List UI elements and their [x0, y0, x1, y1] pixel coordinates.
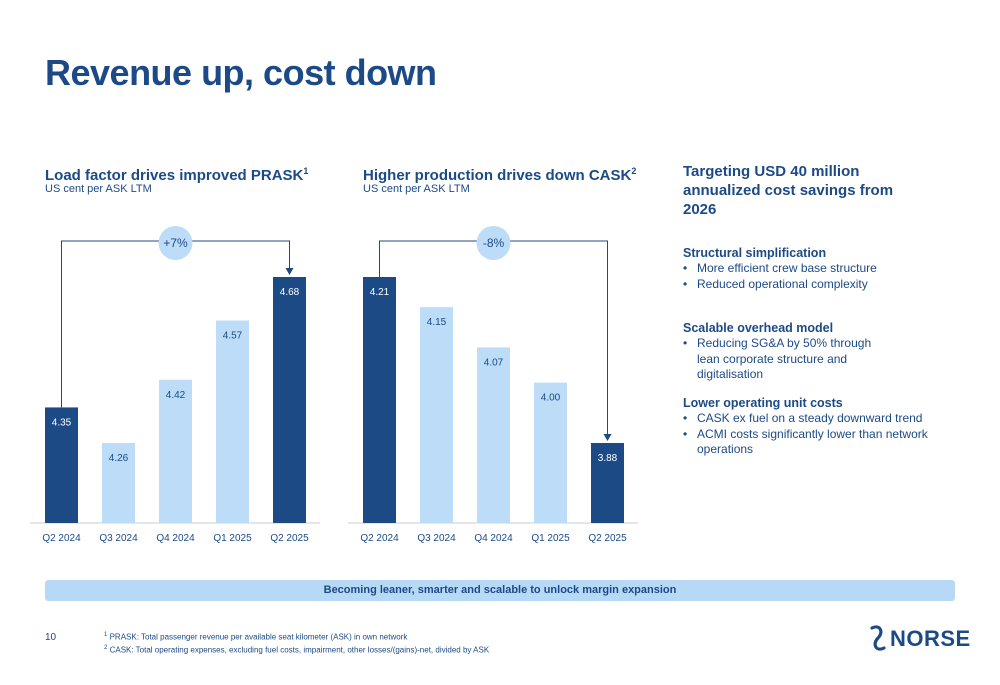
footnotes: 1 PRASK: Total passenger revenue per ava…	[104, 630, 489, 655]
bar	[477, 347, 510, 523]
cask-bar-chart: 4.21 Q2 2024 4.15 Q3 2024 4.07 Q4 2024 4.00 Q1 …	[348, 226, 638, 544]
logo-text: NORSE	[890, 626, 971, 651]
x-tick-label: Q4 2024	[474, 533, 513, 544]
x-tick-label: Q2 2025	[270, 533, 309, 544]
bar-value-label: 4.21	[370, 287, 390, 298]
bar-value-label: 4.00	[541, 393, 561, 404]
x-tick-label: Q4 2024	[156, 533, 195, 544]
bar	[534, 382, 567, 523]
bullet-item: Reduced operational complexity	[683, 277, 963, 293]
bar	[102, 443, 135, 523]
section-structural-simplification: Structural simplification More efficient…	[683, 245, 963, 292]
cask-chart-subtitle: US cent per ASK LTM	[363, 183, 470, 195]
bar-value-label: 4.15	[427, 317, 447, 328]
bullet-item: Reducing SG&A by 50% through lean corpor…	[683, 336, 897, 383]
x-tick-label: Q3 2024	[99, 533, 138, 544]
section-heading: Structural simplification	[683, 246, 827, 260]
bullet-item: More efficient crew base structure	[683, 261, 963, 277]
x-tick-label: Q2 2024	[360, 533, 399, 544]
page-number: 10	[45, 632, 57, 643]
bullet-item: CASK ex fuel on a steady downward trend	[683, 411, 963, 427]
norse-logo-icon	[870, 625, 886, 651]
bar	[216, 320, 249, 523]
section-scalable-overhead: Scalable overhead model Reducing SG&A by…	[683, 320, 963, 383]
footnote-2: 2 CASK: Total operating expenses, exclud…	[104, 644, 490, 655]
section-heading: Lower operating unit costs	[683, 396, 843, 410]
x-tick-label: Q1 2025	[531, 533, 570, 544]
cask-chart-title: Higher production drives down CASK2	[363, 166, 637, 184]
prask-chart-subtitle: US cent per ASK LTM	[45, 183, 152, 195]
page-title: Revenue up, cost down	[45, 52, 437, 93]
change-badge-label: -8%	[483, 236, 505, 250]
change-badge	[476, 226, 511, 260]
bullet-item: ACMI costs significantly lower than netw…	[683, 427, 932, 458]
change-badge	[158, 226, 193, 260]
bar-value-label: 4.57	[223, 330, 243, 341]
bar	[159, 379, 192, 523]
change-arrowhead	[285, 268, 294, 275]
change-arrowhead	[603, 434, 612, 441]
prask-chart-title: Load factor drives improved PRASK1	[45, 166, 309, 184]
x-tick-label: Q2 2024	[42, 533, 81, 544]
savings-title: Targeting USD 40 million annualized cost…	[683, 163, 894, 218]
bar-value-label: 4.68	[280, 287, 300, 298]
bar	[273, 277, 306, 523]
bar	[363, 277, 396, 523]
section-lower-unit-costs: Lower operating unit costs CASK ex fuel …	[683, 395, 963, 458]
prask-bar-chart: 4.35 Q2 2024 4.26 Q3 2024 4.42 Q4 2024 4.57 Q1 …	[30, 226, 320, 544]
bar-value-label: 4.07	[484, 357, 504, 368]
bar	[420, 307, 453, 523]
x-tick-label: Q2 2025	[588, 533, 627, 544]
bar-value-label: 4.35	[52, 417, 72, 428]
bar-value-label: 4.42	[166, 390, 186, 401]
change-badge-label: +7%	[163, 236, 188, 250]
summary-banner: Becoming leaner, smarter and scalable to…	[45, 580, 955, 601]
bar-value-label: 3.88	[598, 453, 618, 464]
bar	[591, 443, 624, 523]
footnote-1: 1 PRASK: Total passenger revenue per ava…	[104, 632, 408, 642]
section-heading: Scalable overhead model	[683, 321, 834, 335]
bar-value-label: 4.26	[109, 453, 129, 464]
x-tick-label: Q3 2024	[417, 533, 456, 544]
x-tick-label: Q1 2025	[213, 533, 252, 544]
bar	[45, 407, 78, 523]
